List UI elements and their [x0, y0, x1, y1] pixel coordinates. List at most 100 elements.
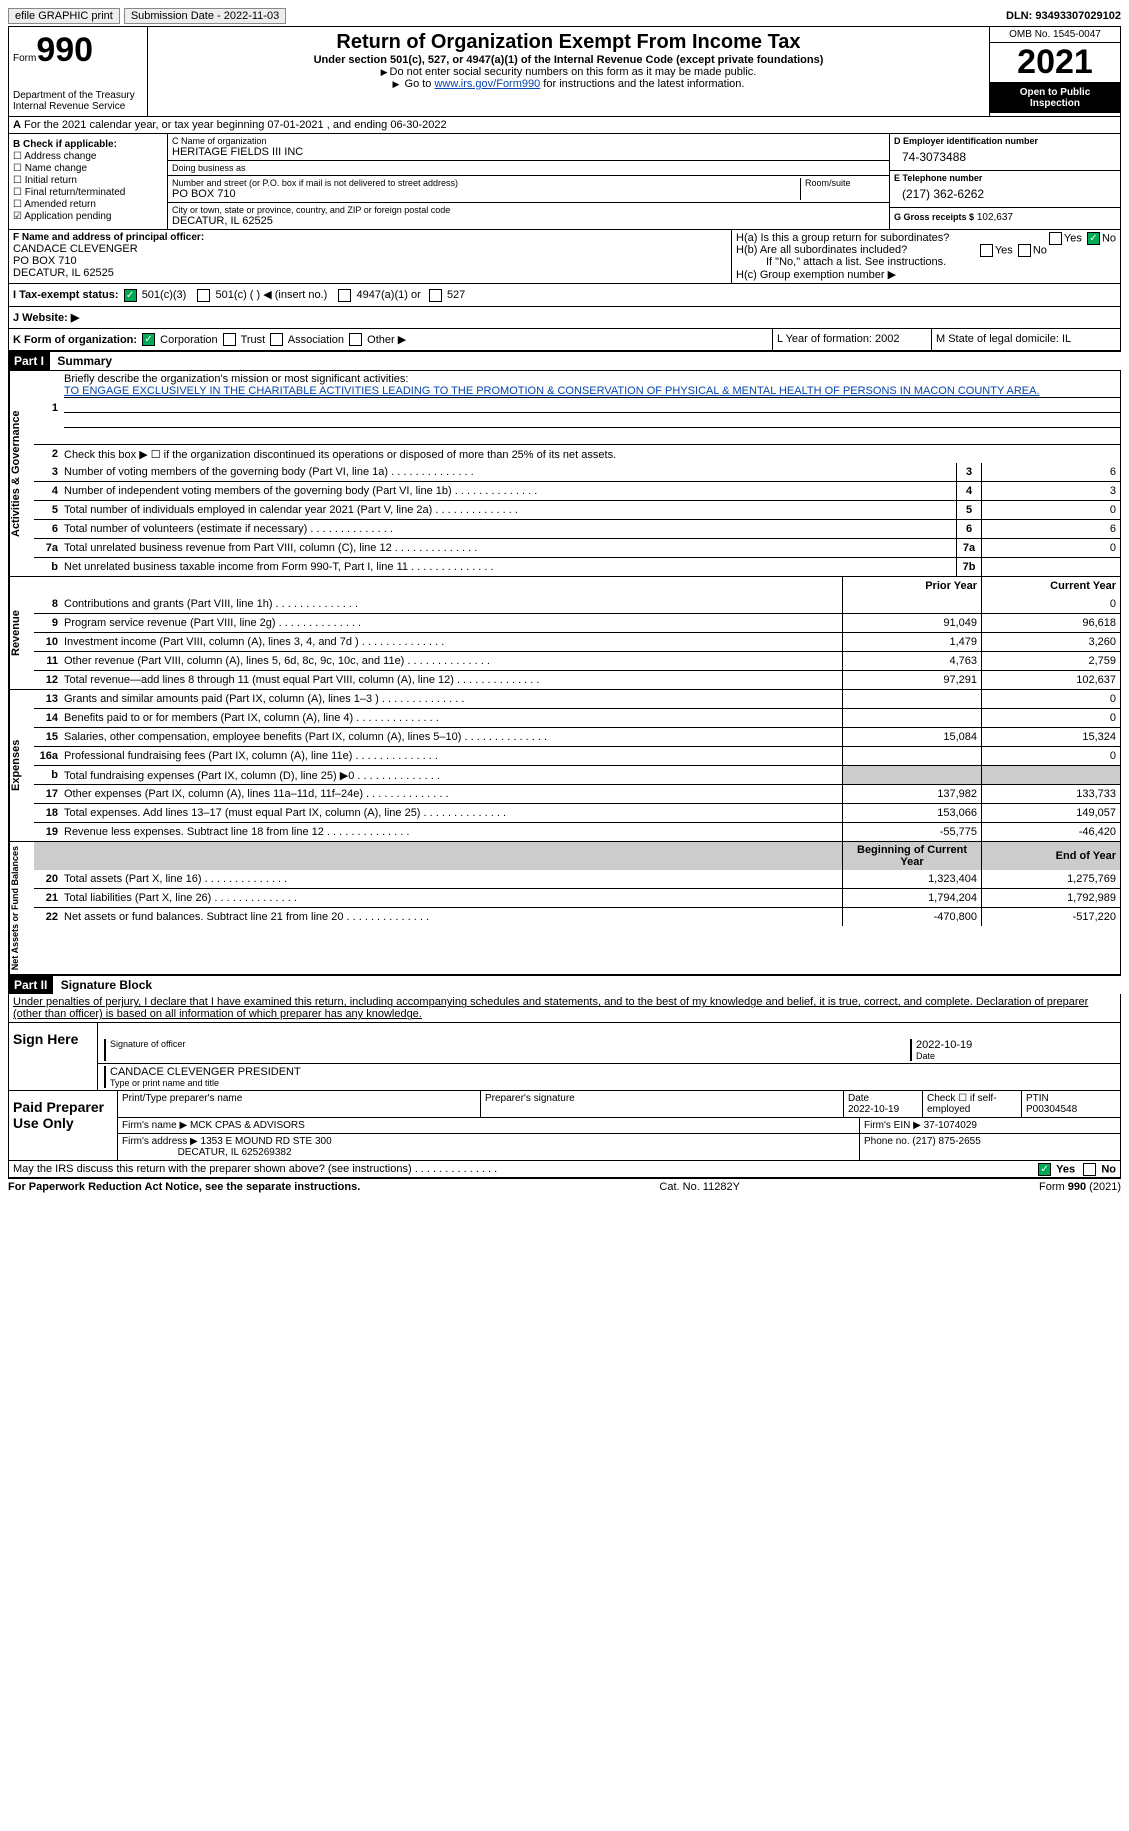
net-assets-section: Net Assets or Fund Balances Beginning of…	[8, 842, 1121, 975]
note-post: for instructions and the latest informat…	[540, 78, 744, 90]
discuss-no-check[interactable]	[1083, 1163, 1096, 1176]
ha-yes-check[interactable]	[1049, 232, 1062, 245]
section-b: B Check if applicable: ☐ Address change …	[9, 134, 168, 229]
i-527-check[interactable]	[429, 289, 442, 302]
form-subtitle: Under section 501(c), 527, or 4947(a)(1)…	[152, 54, 985, 66]
firm-addr: 1353 E MOUND RD STE 300	[201, 1136, 332, 1147]
irs-link[interactable]: www.irs.gov/Form990	[434, 78, 540, 90]
city-label: City or town, state or province, country…	[172, 205, 885, 215]
prep-date: 2022-10-19	[848, 1104, 899, 1115]
room-label: Room/suite	[805, 178, 885, 188]
form-title: Return of Organization Exempt From Incom…	[152, 31, 985, 54]
k-label: K Form of organization:	[13, 334, 137, 346]
ein-value: 74-3073488	[894, 146, 1116, 168]
firm-ein: 37-1074029	[924, 1120, 977, 1131]
b-item-5[interactable]: ☑ Application pending	[13, 211, 163, 222]
discuss-yes: Yes	[1056, 1164, 1075, 1176]
revenue-section: Revenue Prior Year Current Year 8Contrib…	[8, 577, 1121, 690]
j-label: J Website: ▶	[13, 312, 79, 324]
officer-name: CANDACE CLEVENGER PRESIDENT	[110, 1066, 1116, 1078]
f-name: CANDACE CLEVENGER	[13, 243, 727, 255]
omb-number: OMB No. 1545-0047	[990, 27, 1120, 43]
phone-label: E Telephone number	[894, 173, 1116, 183]
note-pre: Go to	[405, 78, 435, 90]
discuss-no: No	[1101, 1164, 1116, 1176]
firm-phone-label: Phone no.	[864, 1136, 910, 1147]
hb-yes-check[interactable]	[980, 244, 993, 257]
row-j: J Website: ▶	[8, 307, 1121, 329]
b-item-2[interactable]: ☐ Initial return	[13, 175, 163, 186]
expenses-section: Expenses 13Grants and similar amounts pa…	[8, 690, 1121, 842]
b-item-0[interactable]: ☐ Address change	[13, 151, 163, 162]
footer-left: For Paperwork Reduction Act Notice, see …	[8, 1181, 360, 1193]
open-inspection: Open to Public Inspection	[990, 83, 1120, 113]
i-4947-check[interactable]	[338, 289, 351, 302]
b-item-1[interactable]: ☐ Name change	[13, 163, 163, 174]
k-assoc-check[interactable]	[270, 333, 283, 346]
activities-governance: Activities & Governance 1 Briefly descri…	[8, 370, 1121, 577]
b-item-3[interactable]: ☐ Final return/terminated	[13, 187, 163, 198]
tax-year: 2021	[990, 43, 1120, 83]
i-opt2: 501(c) ( ) ◀ (insert no.)	[216, 289, 328, 301]
f-addr1: PO BOX 710	[13, 255, 727, 267]
ein-label: D Employer identification number	[894, 136, 1116, 146]
section-c: C Name of organization HERITAGE FIELDS I…	[168, 134, 889, 229]
signature-block: Under penalties of perjury, I declare th…	[8, 994, 1121, 1178]
sig-label: Signature of officer	[110, 1039, 908, 1049]
paid-label: Paid Preparer Use Only	[9, 1091, 118, 1160]
hb-no-check[interactable]	[1018, 244, 1031, 257]
form-label: Form	[13, 53, 36, 64]
row-l: L Year of formation: 2002	[773, 329, 932, 351]
side-net-assets: Net Assets or Fund Balances	[9, 842, 34, 974]
hc-label: H(c) Group exemption number ▶	[736, 268, 1116, 281]
date-label: Date	[916, 1051, 1116, 1061]
section-fgh: F Name and address of principal officer:…	[8, 230, 1121, 284]
section-bcd: B Check if applicable: ☐ Address change …	[8, 134, 1121, 230]
discuss-yes-check[interactable]: ✓	[1038, 1163, 1051, 1176]
city-value: DECATUR, IL 62525	[172, 215, 885, 227]
row-a: A For the 2021 calendar year, or tax yea…	[8, 117, 1121, 134]
prior-year-header: Prior Year	[842, 577, 981, 595]
efile-button[interactable]: efile GRAPHIC print	[8, 8, 120, 24]
firm-name-label: Firm's name ▶	[122, 1120, 187, 1131]
firm-name: MCK CPAS & ADVISORS	[190, 1120, 305, 1131]
row-i: I Tax-exempt status: ✓ 501(c)(3) 501(c) …	[8, 284, 1121, 307]
firm-phone: (217) 875-2655	[912, 1136, 980, 1147]
k-trust-check[interactable]	[223, 333, 236, 346]
k-other-check[interactable]	[349, 333, 362, 346]
gross-label: G Gross receipts $	[894, 212, 974, 222]
ha-no-check[interactable]: ✓	[1087, 232, 1100, 245]
submission-button[interactable]: Submission Date - 2022-11-03	[124, 8, 286, 24]
i-opt1: 501(c)(3)	[142, 289, 187, 301]
b-label: B Check if applicable:	[13, 139, 163, 150]
part2-title: Signature Block	[61, 978, 152, 992]
line2: Check this box ▶ ☐ if the organization d…	[64, 446, 1120, 463]
dln: DLN: 93493307029102	[1006, 10, 1121, 22]
row-klm: K Form of organization: ✓ Corporation Tr…	[8, 329, 1121, 352]
phone-value: (217) 362-6262	[894, 183, 1116, 205]
i-label: I Tax-exempt status:	[13, 289, 119, 301]
note-link: Go to www.irs.gov/Form990 for instructio…	[152, 78, 985, 90]
row-m: M State of legal domicile: IL	[932, 329, 1120, 351]
k-trust: Trust	[241, 334, 266, 346]
ptin-value: P00304548	[1026, 1104, 1077, 1115]
side-governance: Activities & Governance	[9, 371, 34, 576]
part1-title: Summary	[57, 354, 112, 368]
i-501c-check[interactable]	[197, 289, 210, 302]
firm-city: DECATUR, IL 625269382	[178, 1147, 292, 1158]
firm-addr-label: Firm's address ▶	[122, 1136, 198, 1147]
org-name: HERITAGE FIELDS III INC	[172, 146, 885, 158]
addr-value: PO BOX 710	[172, 188, 800, 200]
footer: For Paperwork Reduction Act Notice, see …	[8, 1178, 1121, 1193]
form-header: Form990 Department of the Treasury Inter…	[8, 27, 1121, 117]
k-corp: Corporation	[160, 334, 217, 346]
k-corp-check[interactable]: ✓	[142, 333, 155, 346]
b-item-4[interactable]: ☐ Amended return	[13, 199, 163, 210]
firm-ein-label: Firm's EIN ▶	[864, 1120, 921, 1131]
hb-label: H(b) Are all subordinates included?	[736, 244, 907, 256]
i-opt3: 4947(a)(1) or	[357, 289, 421, 301]
paid-preparer: Paid Preparer Use Only Print/Type prepar…	[9, 1090, 1120, 1160]
section-h: H(a) Is this a group return for subordin…	[732, 230, 1120, 283]
i-501c3-check[interactable]: ✓	[124, 289, 137, 302]
officer-label: Type or print name and title	[110, 1078, 1116, 1088]
